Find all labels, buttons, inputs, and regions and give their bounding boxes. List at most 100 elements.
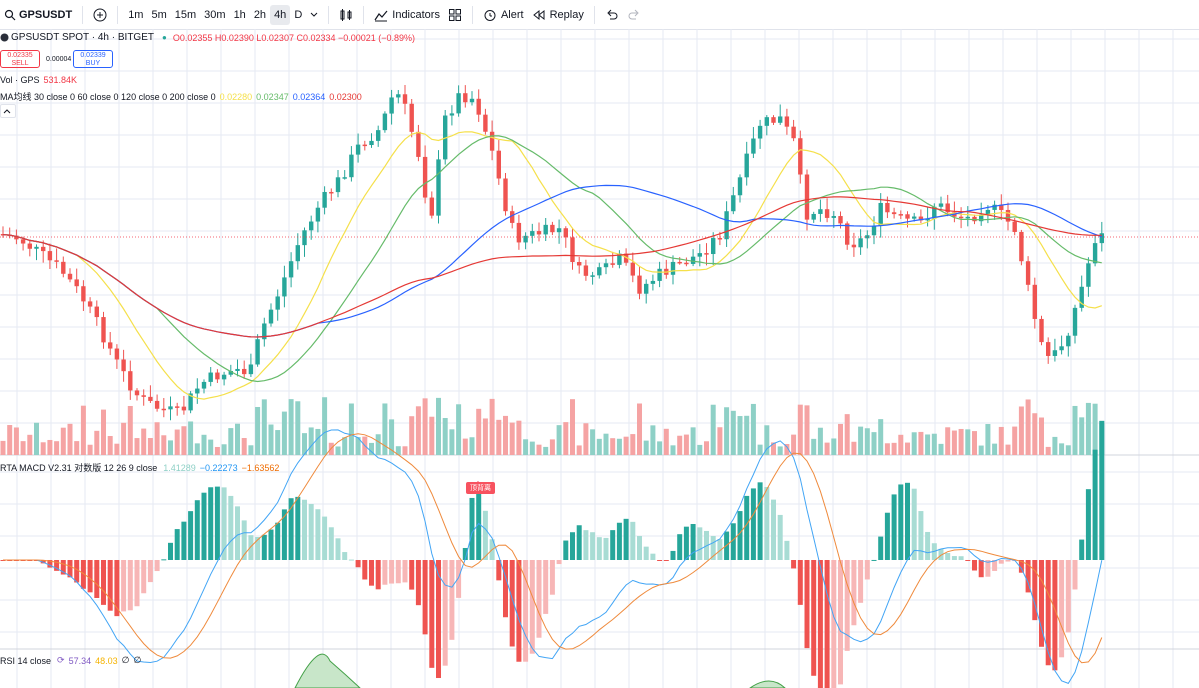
interval-dropdown[interactable] [306, 0, 322, 29]
chart-area[interactable]: GPSUSDT SPOT · 4h · BITGET ● O0.02355 H0… [0, 29, 1199, 688]
candle-body [912, 216, 917, 219]
candle-body [644, 283, 649, 294]
candle-body [523, 235, 528, 243]
volume-bar [67, 423, 73, 455]
interval-30m[interactable]: 30m [204, 8, 226, 21]
macd-value-2: −0.22273 [199, 462, 238, 473]
volume-bar [637, 403, 642, 455]
sell-button[interactable]: 0.02335 SELL [0, 50, 40, 68]
volume-bar [208, 439, 214, 455]
symbol-legend: GPSUSDT SPOT · 4h · BITGET ● O0.02355 H0… [0, 32, 415, 43]
redo-button[interactable] [623, 0, 645, 29]
candle-body [510, 211, 515, 223]
symbol-search[interactable]: GPSUSDT [0, 0, 76, 29]
macd-histogram-bar [771, 499, 776, 560]
macd-histogram-bar [690, 524, 696, 560]
interval-2h[interactable]: 2h [253, 8, 267, 21]
signal-line [3, 433, 1103, 664]
volume-bar [436, 397, 441, 455]
volume-bar [690, 427, 696, 455]
alert-button[interactable]: Alert [479, 0, 528, 29]
macd-histogram-bar [67, 560, 73, 578]
candle-body [54, 260, 59, 262]
volume-legend[interactable]: Vol · GPS 531.84K [0, 75, 77, 85]
volume-bar [415, 406, 421, 455]
volume-bar [60, 427, 66, 455]
ma-legend[interactable]: MA均线 30 close 0 60 close 0 120 close 0 2… [0, 90, 362, 103]
candle-body [536, 231, 542, 235]
interval-D[interactable]: D [294, 8, 303, 21]
macd-legend[interactable]: RTA MACD V2.31 对数版 12 26 9 close 1.41289… [0, 461, 279, 474]
chart-type-button[interactable] [335, 0, 357, 29]
rsi-overbought-area [294, 653, 361, 688]
candle-body [690, 256, 696, 264]
macd-histogram-bar [241, 520, 247, 560]
volume-bar [757, 444, 763, 455]
candle-body [784, 116, 790, 127]
price-chart-canvas[interactable] [0, 29, 1199, 688]
macd-histogram-bar [60, 560, 66, 575]
macd-histogram-bar [570, 532, 575, 560]
macd-histogram-bar [556, 560, 562, 565]
rsi-legend[interactable]: RSI 14 close ⟳ 57.34 48.03 ∅ ∅ [0, 655, 141, 666]
macd-histogram-bar [208, 487, 214, 560]
indicators-button[interactable]: Indicators [370, 0, 444, 29]
templates-button[interactable] [444, 0, 466, 29]
candle-body [999, 204, 1004, 210]
ma-value-1: 0.02280 [219, 91, 253, 102]
collapse-legend-button[interactable] [0, 104, 16, 118]
alarm-clock-icon [483, 8, 497, 22]
candle-body [550, 224, 555, 233]
interval-4h[interactable]: 4h [270, 4, 291, 25]
interval-15m[interactable]: 15m [174, 8, 197, 21]
interval-5m[interactable]: 5m [151, 8, 167, 21]
macd-histogram-bar [811, 560, 817, 676]
candle-body [201, 381, 207, 389]
volume-bar [556, 425, 562, 455]
macd-histogram-bar [415, 560, 421, 606]
divider [117, 5, 119, 24]
volume-bar [610, 438, 616, 455]
macd-histogram-bar [369, 560, 374, 586]
volume-bar [456, 404, 462, 455]
candle-body [342, 177, 347, 179]
macd-histogram-bar [94, 560, 100, 598]
volume-bar [603, 433, 609, 455]
candle-body [563, 228, 568, 238]
volume-bar [838, 423, 843, 455]
volume-bar [630, 434, 636, 455]
volume-bar [905, 442, 910, 455]
macd-histogram-bar [911, 488, 917, 560]
divider [363, 5, 365, 24]
volume-bar [0, 440, 6, 455]
macd-histogram-bar [737, 511, 743, 560]
candle-body [302, 230, 307, 246]
interval-1h[interactable]: 1h [233, 8, 246, 21]
replay-button[interactable]: Replay [528, 0, 588, 29]
macd-histogram-bar [409, 560, 415, 590]
candle-body [543, 224, 548, 235]
interval-1m[interactable]: 1m [128, 8, 144, 21]
rsi-settings-icon[interactable]: ⟳ [57, 655, 65, 665]
candle-body [181, 406, 187, 411]
macd-histogram-bar [168, 542, 173, 560]
macd-histogram-bar [998, 560, 1004, 564]
volume-bar [281, 411, 287, 455]
volume-bar [1079, 417, 1085, 455]
candle-body [845, 223, 850, 245]
compare-button[interactable] [89, 0, 111, 29]
volume-bar [409, 416, 415, 455]
rsi-value-2: 48.03 [95, 655, 118, 666]
candle-body [603, 263, 609, 268]
candle-body [905, 214, 910, 219]
volume-bar [851, 441, 857, 455]
buy-button[interactable]: 0.02339 BUY [73, 50, 113, 68]
macd-histogram-bar [101, 560, 106, 605]
volume-bar [261, 399, 267, 455]
undo-button[interactable] [601, 0, 623, 29]
volume-bar [382, 403, 388, 455]
volume-bar [911, 432, 917, 455]
candle-body [938, 203, 944, 207]
candle-body [597, 267, 602, 276]
volume-bar [1072, 405, 1078, 455]
